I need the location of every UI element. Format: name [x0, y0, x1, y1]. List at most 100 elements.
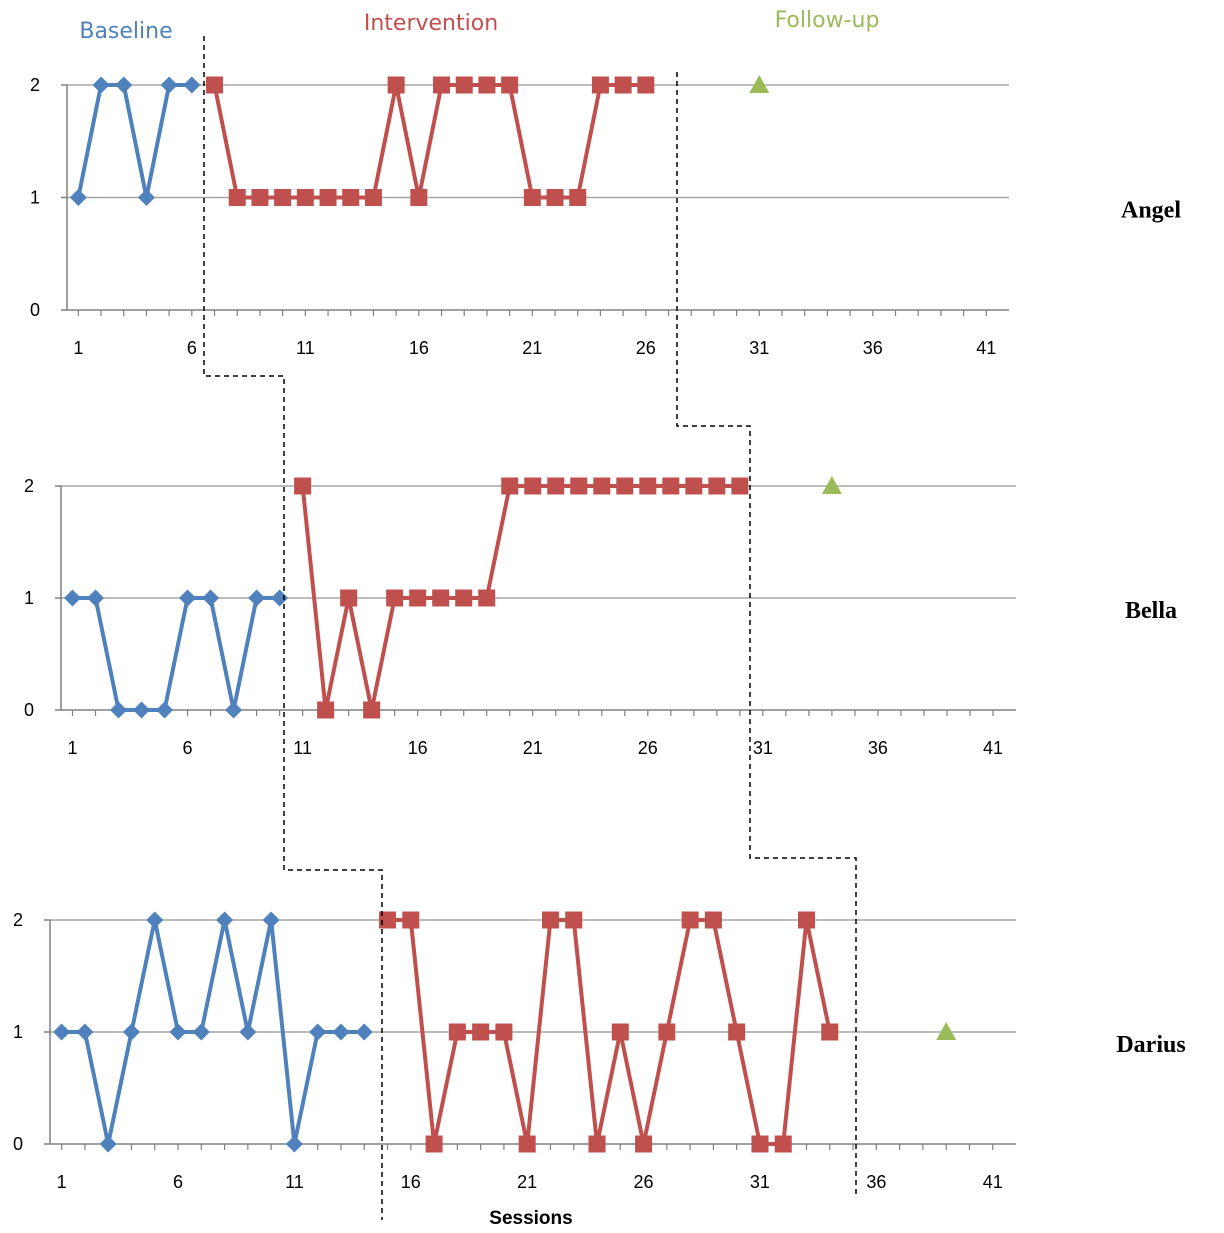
x-tick-label: 11 — [296, 338, 315, 358]
x-tick-label: 41 — [976, 338, 996, 358]
data-point-baseline — [262, 911, 280, 929]
participant-name: Bella — [1125, 598, 1177, 624]
data-point-intervention — [728, 1023, 746, 1041]
x-tick-label: 6 — [173, 1172, 183, 1192]
data-point-intervention — [637, 76, 655, 94]
series-intervention — [206, 76, 655, 206]
data-point-intervention — [591, 76, 609, 94]
data-point-intervention — [478, 76, 496, 94]
data-point-intervention — [364, 189, 382, 206]
data-point-intervention — [523, 189, 541, 206]
series-followup — [936, 1022, 957, 1040]
phase-label-intervention: Intervention — [364, 11, 498, 36]
data-point-baseline — [69, 189, 87, 206]
data-point-baseline — [355, 1023, 373, 1041]
data-point-intervention — [798, 911, 816, 929]
data-point-baseline — [202, 589, 220, 607]
data-point-intervention — [639, 477, 657, 495]
x-tick-label: 21 — [523, 738, 543, 758]
x-tick-label: 41 — [983, 1172, 1003, 1192]
data-point-baseline — [99, 1135, 117, 1153]
data-point-intervention — [662, 477, 680, 495]
x-tick-label: 31 — [753, 738, 773, 758]
participant-name: Darius — [1116, 1032, 1185, 1058]
data-point-intervention — [570, 477, 588, 495]
data-point-baseline — [87, 589, 105, 607]
data-point-intervention — [274, 189, 292, 206]
data-point-intervention — [547, 477, 565, 495]
x-axis-label: Sessions — [489, 1208, 572, 1229]
participant-name: Angel — [1121, 198, 1181, 224]
x-tick-label: 1 — [73, 338, 83, 358]
data-point-intervention — [774, 1135, 792, 1153]
data-point-intervention — [402, 911, 420, 929]
data-point-baseline — [183, 76, 201, 94]
x-tick-label: 26 — [638, 738, 658, 758]
x-tick-label: 36 — [863, 338, 883, 358]
y-tick-label: 2 — [13, 910, 23, 930]
phase-change-line-intervention-followup — [676, 72, 857, 1195]
phase-label-followup: Follow-up — [775, 8, 880, 33]
data-point-intervention — [478, 589, 496, 607]
data-point-baseline — [133, 701, 151, 719]
data-point-baseline — [76, 1023, 94, 1041]
data-point-baseline — [239, 1023, 257, 1041]
data-point-intervention — [501, 76, 519, 94]
series-baseline — [64, 589, 289, 719]
series-baseline — [69, 76, 201, 206]
data-point-intervention — [635, 1135, 653, 1153]
data-point-baseline — [53, 1023, 71, 1041]
x-tick-label: 21 — [522, 338, 542, 358]
data-point-intervention — [340, 589, 358, 607]
x-tick-label: 36 — [866, 1172, 886, 1192]
data-point-intervention — [455, 76, 473, 94]
y-tick-label: 1 — [13, 1022, 23, 1042]
data-point-intervention — [342, 189, 360, 206]
data-point-intervention — [317, 701, 335, 719]
data-point-intervention — [363, 701, 381, 719]
data-point-intervention — [379, 911, 397, 929]
data-point-intervention — [472, 1023, 490, 1041]
data-point-baseline — [216, 911, 234, 929]
data-point-intervention — [546, 189, 564, 206]
series-followup — [749, 75, 770, 93]
series-followup — [821, 476, 842, 494]
phase-change-line-baseline-intervention — [203, 36, 383, 1220]
data-point-intervention — [387, 76, 405, 94]
data-point-baseline — [64, 589, 82, 607]
x-tick-label: 26 — [636, 338, 656, 358]
data-point-intervention — [611, 1023, 629, 1041]
y-tick-label: 1 — [30, 188, 40, 208]
data-point-intervention — [731, 477, 749, 495]
data-point-intervention — [518, 1135, 536, 1153]
series-line-baseline — [72, 596, 280, 712]
data-point-followup — [749, 75, 770, 93]
y-tick-label: 0 — [30, 300, 40, 320]
x-tick-label: 31 — [749, 338, 769, 358]
x-tick-label: 41 — [983, 738, 1003, 758]
x-tick-label: 6 — [183, 738, 193, 758]
data-point-baseline — [309, 1023, 327, 1041]
phase-label-baseline: Baseline — [79, 19, 172, 44]
data-point-baseline — [271, 589, 289, 607]
data-point-intervention — [433, 76, 451, 94]
data-point-baseline — [146, 911, 164, 929]
data-point-baseline — [285, 1135, 303, 1153]
series-baseline — [53, 911, 373, 1153]
x-tick-label: 1 — [67, 738, 77, 758]
data-point-intervention — [409, 589, 427, 607]
data-point-intervention — [614, 76, 632, 94]
data-point-intervention — [294, 477, 312, 495]
data-point-intervention — [685, 477, 703, 495]
data-point-followup — [936, 1022, 957, 1040]
data-point-baseline — [248, 589, 266, 607]
data-point-intervention — [708, 477, 726, 495]
y-tick-label: 0 — [13, 1134, 23, 1154]
x-tick-label: 16 — [408, 738, 428, 758]
data-point-baseline — [122, 1023, 140, 1041]
y-tick-label: 2 — [24, 476, 34, 496]
data-point-intervention — [432, 589, 450, 607]
